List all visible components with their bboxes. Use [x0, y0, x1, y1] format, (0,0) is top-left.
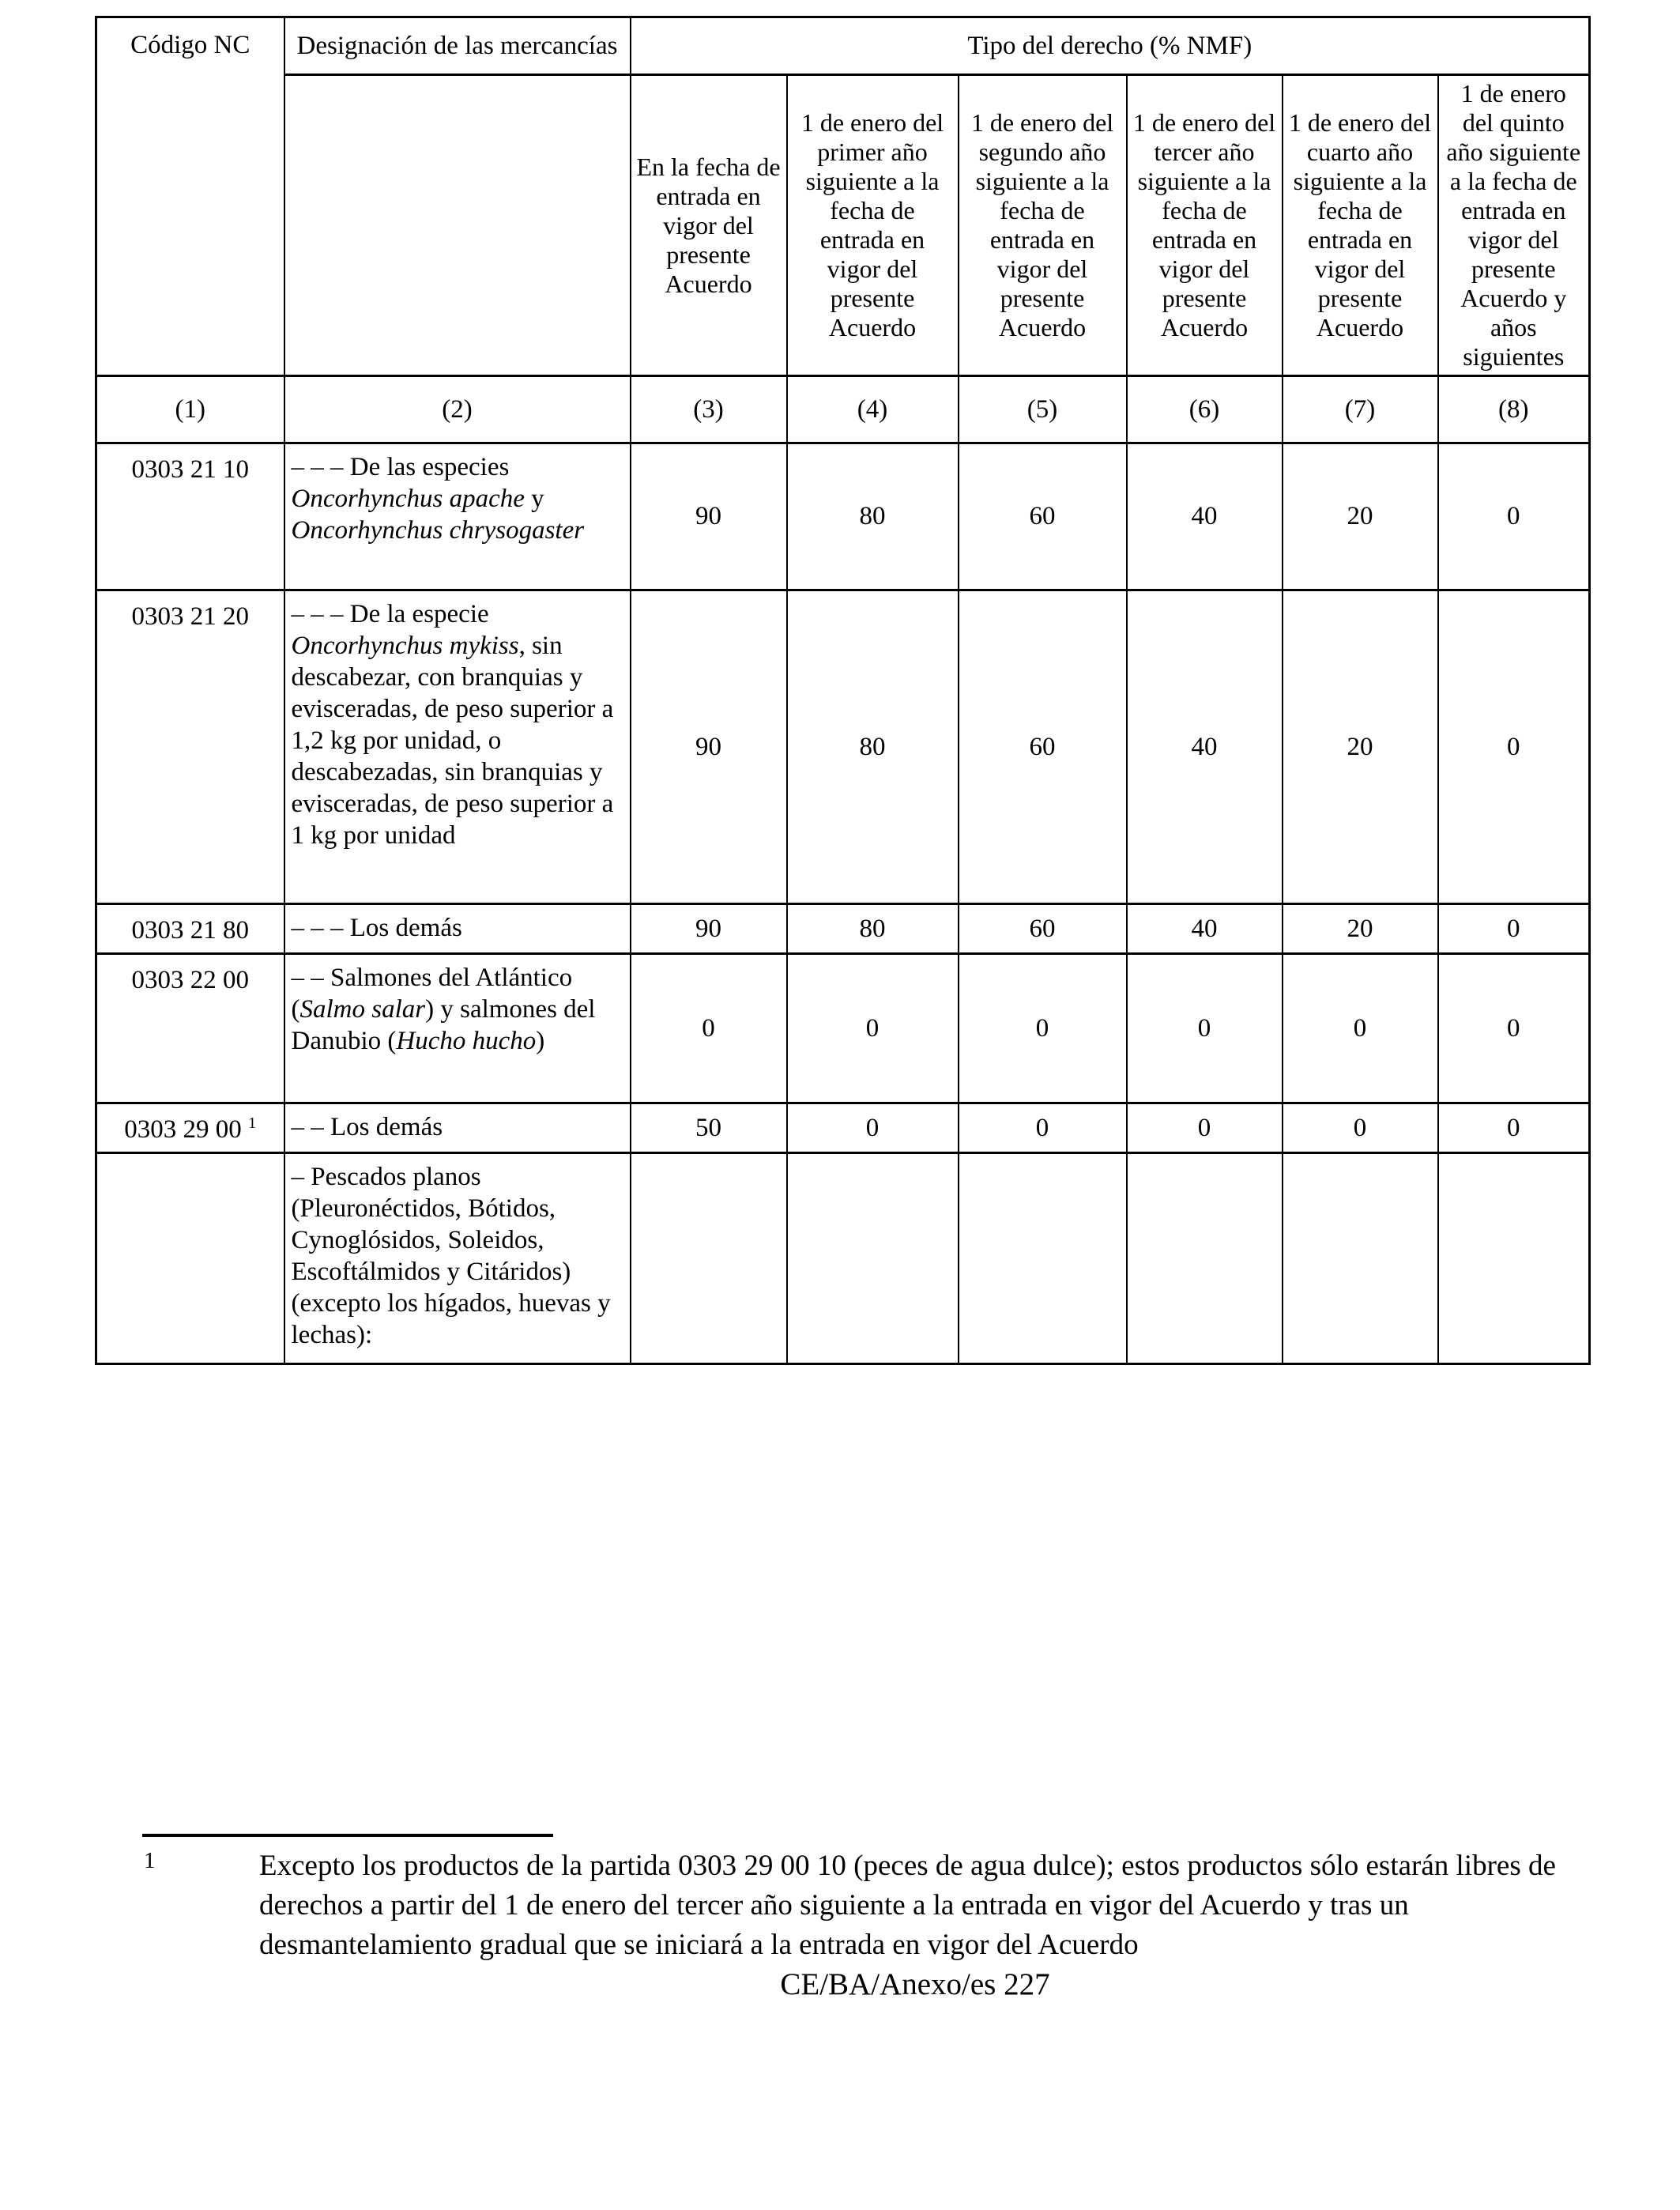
header-row-numbers: (1) (2) (3) (4) (5) (6) (7) (8)	[95, 375, 1591, 444]
row-value: 0	[785, 1102, 959, 1154]
row-value: 40	[1125, 589, 1283, 905]
row-value: 20	[1281, 442, 1439, 591]
col-number-2: (2)	[283, 375, 631, 444]
table-row: – Pescados planos (Pleuronéctidos, Bótid…	[95, 1152, 1591, 1365]
col-number-5: (5)	[957, 375, 1128, 444]
col-number-6: (6)	[1125, 375, 1283, 444]
col-number-4: (4)	[785, 375, 959, 444]
table-row: 0303 21 10 – – – De las especies Oncorhy…	[95, 442, 1591, 591]
table-row: 0303 22 00 – – Salmones del Atlántico (S…	[95, 952, 1591, 1104]
row-value: 80	[785, 903, 959, 955]
row-value: 0	[1125, 952, 1283, 1104]
header-row-periods: En la fecha de entrada en vigor del pres…	[96, 74, 1591, 377]
row-description: – – – De las especies Oncorhynchus apach…	[283, 442, 631, 591]
row-value: 0	[1437, 589, 1591, 905]
row-value: 0	[629, 952, 788, 1104]
subheader-col6: 1 de enero del tercer año siguiente a la…	[1125, 74, 1283, 377]
col-number-3: (3)	[629, 375, 788, 444]
row-code: 0303 29 00 1	[95, 1102, 285, 1154]
col-number-1: (1)	[95, 375, 285, 444]
header-codigo-nc: Código NC	[95, 16, 285, 377]
row-value: 90	[629, 589, 788, 905]
row-value	[957, 1152, 1128, 1365]
row-value	[629, 1152, 788, 1365]
row-value: 40	[1125, 903, 1283, 955]
subheader-designacion-empty	[283, 74, 631, 377]
row-value	[785, 1152, 959, 1365]
row-description: – – Salmones del Atlántico (Salmo salar)…	[283, 952, 631, 1104]
subheader-col7: 1 de enero del cuarto año siguiente a la…	[1281, 74, 1439, 377]
row-value: 0	[1437, 952, 1591, 1104]
table-row: 0303 29 00 1 – – Los demás 50 0 0 0 0 0	[95, 1102, 1591, 1154]
footnote-marker: 1	[144, 1848, 156, 1873]
footnote-text: Excepto los productos de la partida 0303…	[259, 1850, 1556, 1961]
row-value: 20	[1281, 903, 1439, 955]
row-code: 0303 21 80	[95, 903, 285, 955]
row-description: – – – De la especie Oncorhynchus mykiss,…	[283, 589, 631, 905]
row-value: 50	[629, 1102, 788, 1154]
row-value: 0	[1437, 903, 1591, 955]
row-value: 0	[1281, 952, 1439, 1104]
row-code: 0303 21 20	[95, 589, 285, 905]
subheader-col3: En la fecha de entrada en vigor del pres…	[629, 74, 788, 377]
row-value: 0	[957, 1102, 1128, 1154]
row-value: 40	[1125, 442, 1283, 591]
row-value: 20	[1281, 589, 1439, 905]
table-row: 0303 21 80 – – – Los demás 90 80 60 40 2…	[95, 903, 1591, 955]
col-number-8: (8)	[1437, 375, 1591, 444]
footnote: 1 Excepto los productos de la partida 03…	[144, 1846, 1680, 1965]
header-designacion: Designación de las mercancías	[283, 16, 631, 76]
row-value: 60	[957, 442, 1128, 591]
row-value: 0	[1281, 1102, 1439, 1154]
row-value: 60	[957, 903, 1128, 955]
row-value: 0	[1125, 1102, 1283, 1154]
row-value: 80	[785, 589, 959, 905]
row-value: 90	[629, 903, 788, 955]
row-value: 0	[1437, 1102, 1591, 1154]
page-footer: CE/BA/Anexo/es 227	[780, 1967, 1050, 2001]
row-code	[95, 1152, 285, 1365]
row-value	[1437, 1152, 1591, 1365]
row-value	[1281, 1152, 1439, 1365]
col-number-7: (7)	[1281, 375, 1439, 444]
footnote-rule	[142, 1834, 553, 1837]
row-value: 0	[785, 952, 959, 1104]
header-row-labels: Código NC Designación de las mercancías …	[95, 16, 1591, 377]
row-code: 0303 22 00	[95, 952, 285, 1104]
subheader-col4: 1 de enero del primer año siguiente a la…	[785, 74, 959, 377]
subheader-col5: 1 de enero del segundo año siguiente a l…	[957, 74, 1128, 377]
row-value: 80	[785, 442, 959, 591]
row-value	[1125, 1152, 1283, 1365]
row-value: 0	[957, 952, 1128, 1104]
row-description: – Pescados planos (Pleuronéctidos, Bótid…	[283, 1152, 631, 1365]
row-value: 0	[1437, 442, 1591, 591]
row-description: – – – Los demás	[283, 903, 631, 955]
tariff-table: Código NC Designación de las mercancías …	[95, 16, 1591, 1365]
subheader-col8: 1 de enero del quinto año siguiente a la…	[1437, 74, 1591, 377]
header-tipo-derecho: Tipo del derecho (% NMF)	[629, 16, 1591, 76]
table-row: 0303 21 20 – – – De la especie Oncorhync…	[95, 589, 1591, 905]
row-code: 0303 21 10	[95, 442, 285, 591]
row-value: 90	[629, 442, 788, 591]
row-description: – – Los demás	[283, 1102, 631, 1154]
row-value: 60	[957, 589, 1128, 905]
